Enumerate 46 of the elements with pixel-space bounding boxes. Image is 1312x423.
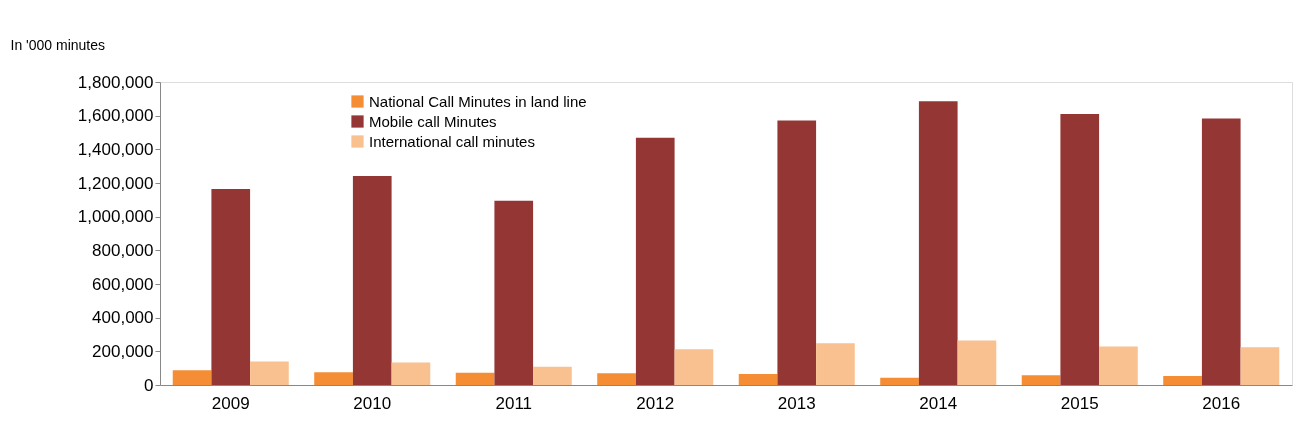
bar bbox=[597, 373, 636, 385]
bar bbox=[957, 340, 997, 385]
bar bbox=[250, 361, 289, 385]
bar bbox=[674, 349, 714, 385]
x-tick-label: 2010 bbox=[353, 393, 392, 413]
x-tick-label: 2009 bbox=[211, 393, 250, 413]
bar bbox=[880, 377, 919, 385]
bar bbox=[455, 372, 495, 385]
bar bbox=[777, 120, 817, 385]
bar bbox=[738, 374, 778, 385]
y-tick-label: 400,000 bbox=[92, 308, 154, 328]
legend-label: National Call Minutes in land line bbox=[369, 92, 587, 110]
bar bbox=[1021, 375, 1061, 385]
x-tick-label: 2016 bbox=[1202, 393, 1241, 413]
bar bbox=[314, 372, 353, 385]
bar bbox=[1060, 113, 1100, 385]
bar bbox=[1240, 347, 1280, 385]
y-tick-label: 1,600,000 bbox=[77, 106, 154, 126]
y-tick-label: 0 bbox=[144, 375, 154, 395]
y-tick-label: 200,000 bbox=[92, 341, 154, 361]
y-tick-label: 1,400,000 bbox=[77, 139, 154, 159]
bar bbox=[494, 200, 534, 385]
bar bbox=[1163, 376, 1202, 385]
legend-label: International call minutes bbox=[369, 132, 535, 150]
bar bbox=[391, 362, 431, 385]
y-tick-label: 800,000 bbox=[92, 240, 154, 260]
y-axis-title: In '000 minutes bbox=[10, 36, 106, 53]
bar bbox=[533, 366, 572, 385]
y-tick-label: 1,200,000 bbox=[77, 173, 154, 193]
legend-label: Mobile call Minutes bbox=[369, 112, 497, 130]
bar bbox=[352, 175, 392, 385]
y-tick-label: 1,800,000 bbox=[77, 72, 154, 92]
y-tick-label: 1,000,000 bbox=[77, 207, 154, 227]
x-tick-label: 2014 bbox=[919, 393, 958, 413]
bar bbox=[918, 101, 958, 385]
bar bbox=[816, 343, 855, 385]
x-tick-label: 2015 bbox=[1060, 393, 1099, 413]
x-tick-label: 2012 bbox=[636, 393, 675, 413]
x-tick-label: 2011 bbox=[495, 393, 533, 413]
bar bbox=[1201, 118, 1241, 385]
bar bbox=[635, 137, 675, 385]
bar bbox=[172, 370, 212, 385]
bar bbox=[211, 188, 251, 385]
y-tick-label: 600,000 bbox=[92, 274, 154, 294]
x-tick-label: 2013 bbox=[777, 393, 816, 413]
bar bbox=[1099, 346, 1138, 385]
